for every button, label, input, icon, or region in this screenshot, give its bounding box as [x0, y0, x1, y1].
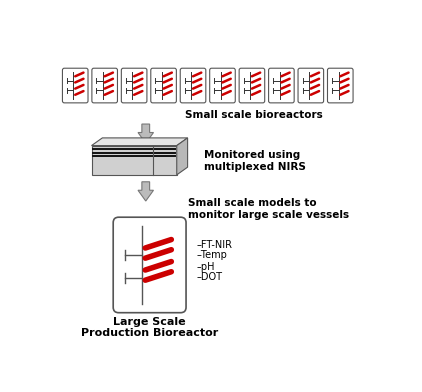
Text: –Temp: –Temp [196, 250, 227, 260]
Text: –FT-NIR: –FT-NIR [196, 240, 232, 250]
FancyBboxPatch shape [327, 68, 353, 103]
FancyBboxPatch shape [113, 217, 186, 313]
FancyBboxPatch shape [210, 68, 235, 103]
FancyBboxPatch shape [268, 68, 294, 103]
Text: –DOT: –DOT [196, 272, 222, 282]
FancyBboxPatch shape [122, 68, 147, 103]
Text: Monitored using
multiplexed NIRS: Monitored using multiplexed NIRS [204, 150, 306, 172]
Text: –pH: –pH [196, 261, 215, 272]
Polygon shape [177, 138, 188, 175]
Polygon shape [138, 182, 154, 201]
FancyBboxPatch shape [92, 68, 117, 103]
FancyBboxPatch shape [239, 68, 265, 103]
Text: Small scale models to
monitor large scale vessels: Small scale models to monitor large scal… [188, 198, 349, 220]
Text: Large Scale
Production Bioreactor: Large Scale Production Bioreactor [81, 317, 218, 338]
Text: Small scale bioreactors: Small scale bioreactors [185, 110, 323, 120]
FancyBboxPatch shape [298, 68, 324, 103]
FancyBboxPatch shape [180, 68, 206, 103]
Polygon shape [92, 138, 188, 145]
Bar [92, 145, 177, 175]
Polygon shape [138, 124, 154, 143]
FancyBboxPatch shape [62, 68, 88, 103]
FancyBboxPatch shape [151, 68, 176, 103]
